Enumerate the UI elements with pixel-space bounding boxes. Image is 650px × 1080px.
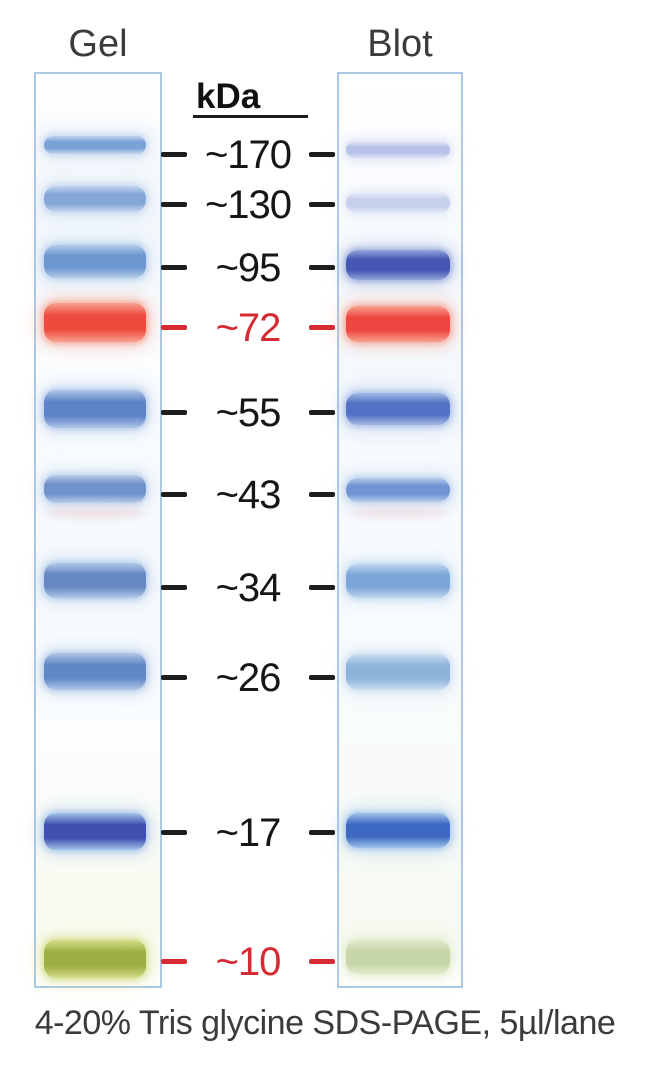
figure-caption: 4-20% Tris glycine SDS-PAGE, 5µl/lane <box>34 1004 616 1042</box>
gel-band-26 <box>44 653 146 690</box>
gel-lane <box>34 72 162 988</box>
tick-right-10 <box>309 959 335 964</box>
tick-left-10 <box>161 959 187 964</box>
blot-band-34 <box>346 564 450 598</box>
tick-left-17 <box>161 830 187 835</box>
tick-right-55 <box>309 410 335 415</box>
tick-right-34 <box>309 585 335 590</box>
tick-right-26 <box>309 675 335 680</box>
tick-right-170 <box>309 152 335 157</box>
blot-lane <box>337 72 463 988</box>
blot-band-72 <box>346 306 450 342</box>
blot-band-170 <box>346 142 450 158</box>
gel-band-95 <box>44 245 146 278</box>
gel-band-17 <box>44 813 146 850</box>
tick-left-26 <box>161 675 187 680</box>
tick-right-17 <box>309 830 335 835</box>
kda-unit-label: kDa <box>196 77 261 116</box>
marker-label-170: ~170 <box>204 133 292 177</box>
gel-band-43 <box>44 475 146 503</box>
tick-right-95 <box>309 265 335 270</box>
marker-label-130: ~130 <box>204 183 292 227</box>
tick-right-72 <box>309 325 335 330</box>
tick-left-130 <box>161 202 187 207</box>
gel-band-55 <box>44 390 146 428</box>
blot-band-130 <box>346 193 450 213</box>
gel-band-72 <box>44 303 146 342</box>
tick-left-34 <box>161 585 187 590</box>
kda-underline <box>193 115 308 118</box>
gel-band-10 <box>44 940 146 978</box>
marker-label-26: ~26 <box>215 656 282 700</box>
tick-left-43 <box>161 492 187 497</box>
blot-band-10 <box>346 940 450 974</box>
tick-right-43 <box>309 492 335 497</box>
blot-lane-title: Blot <box>367 23 433 65</box>
gel-band-43-smear <box>44 507 146 518</box>
marker-label-43: ~43 <box>215 473 282 517</box>
marker-label-34: ~34 <box>215 566 282 610</box>
blot-band-43 <box>346 478 450 502</box>
gel-band-170 <box>44 136 146 154</box>
blot-band-43-smear <box>346 507 450 518</box>
gel-band-130 <box>44 186 146 212</box>
tick-right-130 <box>309 202 335 207</box>
marker-label-72: ~72 <box>215 306 282 350</box>
tick-left-55 <box>161 410 187 415</box>
marker-label-17: ~17 <box>215 811 282 855</box>
marker-label-55: ~55 <box>215 391 282 435</box>
blot-band-17 <box>346 813 450 848</box>
marker-label-10: ~10 <box>215 940 282 984</box>
marker-label-95: ~95 <box>215 246 282 290</box>
tick-left-95 <box>161 265 187 270</box>
tick-left-170 <box>161 152 187 157</box>
tick-left-72 <box>161 325 187 330</box>
gel-band-34 <box>44 563 146 598</box>
blot-band-95 <box>346 250 450 280</box>
blot-band-26 <box>346 654 450 690</box>
gel-lane-title: Gel <box>68 23 128 65</box>
blot-band-55 <box>346 393 450 425</box>
